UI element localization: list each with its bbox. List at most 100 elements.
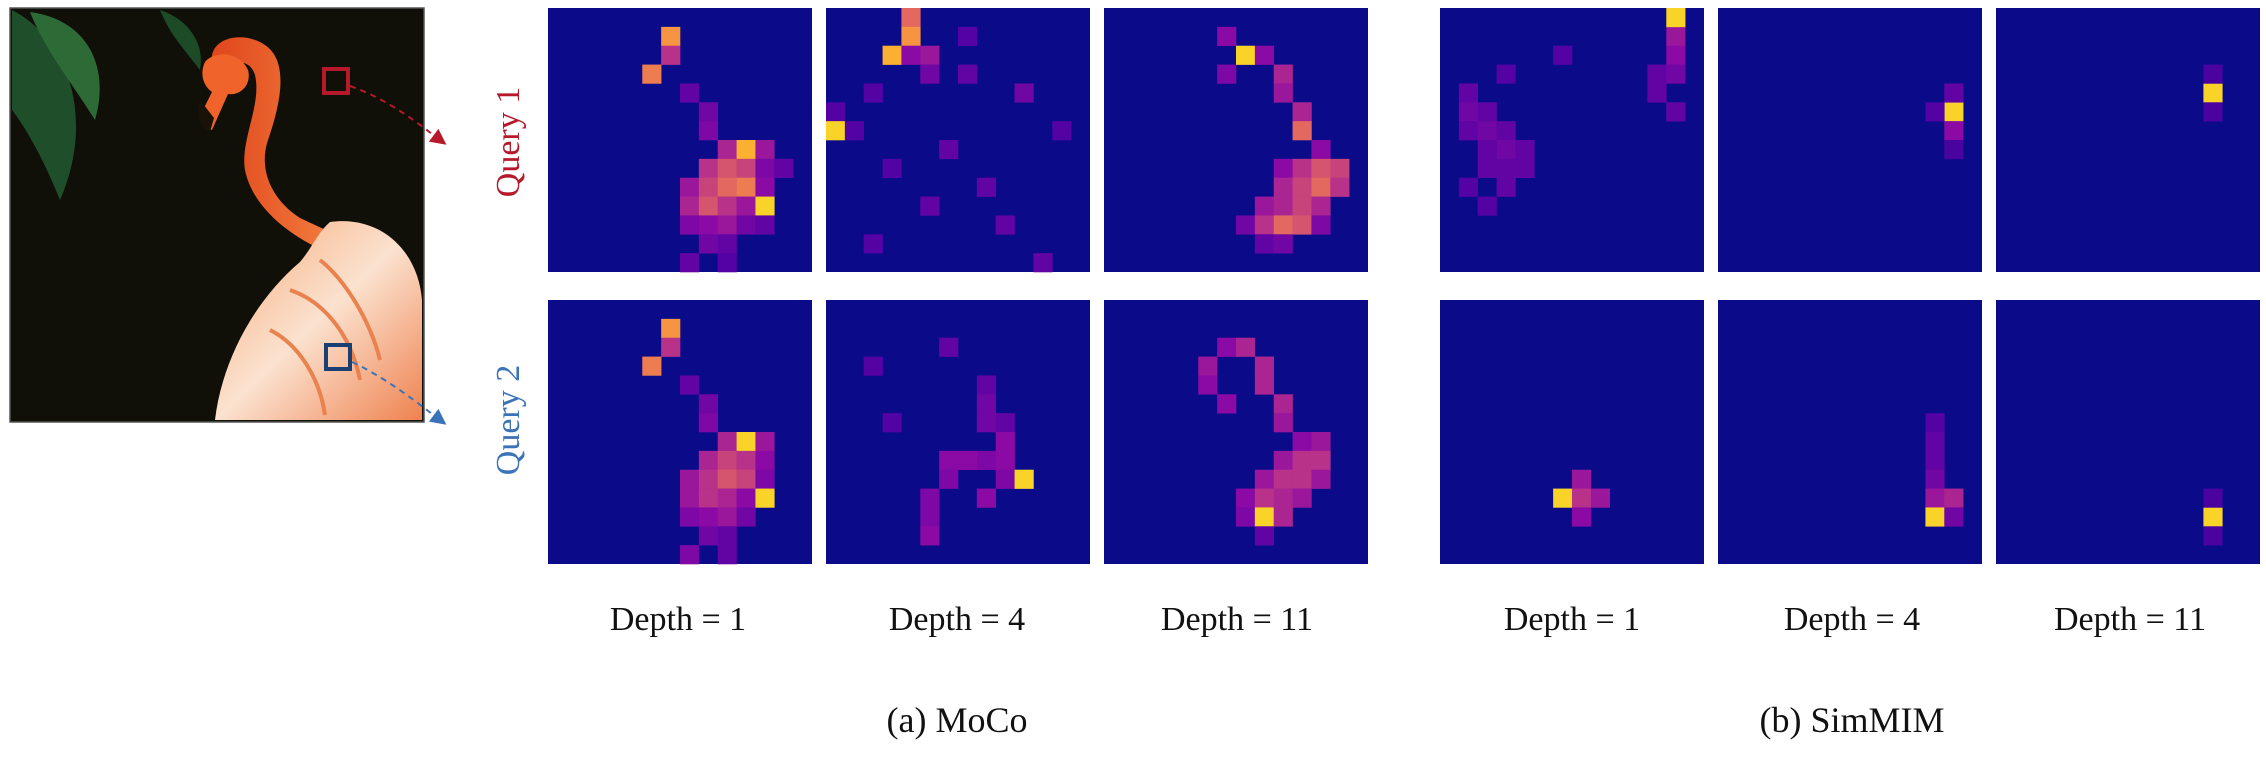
heatmap-panel-query2-simmim-depth4	[1718, 300, 1982, 564]
heatmap-background	[1996, 8, 2260, 272]
heatmap-cell	[755, 177, 775, 197]
heatmap-cell	[1458, 102, 1479, 122]
heatmap-cell	[698, 215, 719, 235]
heatmap-cell	[1477, 121, 1497, 141]
query1-marker	[322, 67, 350, 95]
heatmap-cell	[826, 102, 846, 122]
heatmap-cell	[755, 469, 775, 489]
heatmap-cell	[736, 158, 756, 179]
heatmap-cell	[661, 45, 681, 65]
heatmap-cell	[939, 337, 959, 357]
heatmap-cell	[958, 450, 978, 471]
heatmap-cell	[755, 196, 775, 216]
heatmap-cell	[1273, 83, 1293, 103]
caption-simmim: (b) SimMIM	[1759, 700, 1944, 740]
heatmap-cell	[1292, 121, 1312, 141]
heatmap-cell	[1944, 83, 1964, 103]
heatmap-cell	[1944, 102, 1964, 122]
heatmap-cell	[1477, 158, 1497, 179]
heatmap-cell	[1515, 140, 1535, 160]
heatmap-cell	[698, 526, 719, 546]
heatmap-cell	[1273, 413, 1293, 433]
heatmap-cell	[642, 64, 662, 84]
heatmap-cell	[976, 488, 997, 508]
heatmap-cell	[717, 545, 737, 565]
heatmap-cell	[882, 45, 902, 65]
heatmap-cell	[717, 140, 737, 160]
heatmap-cell	[680, 215, 700, 235]
heatmap-cell	[920, 45, 940, 65]
heatmap-cell	[1944, 121, 1964, 141]
heatmap-cell	[1311, 177, 1331, 197]
heatmap-cell	[1496, 158, 1516, 179]
depth-label-moco-4: Depth = 4	[889, 601, 1025, 638]
heatmap-cell	[1330, 177, 1350, 197]
heatmap-cell	[680, 253, 700, 273]
heatmap-cell	[1198, 375, 1218, 395]
heatmap-cell	[698, 158, 719, 179]
heatmap-cell	[1254, 356, 1275, 376]
heatmap-cell	[1236, 488, 1256, 508]
heatmap-cell	[1553, 45, 1573, 65]
heatmap-cell	[976, 177, 997, 197]
heatmap-cell	[698, 507, 719, 527]
heatmap-cell	[901, 26, 921, 47]
heatmap-cell	[1944, 488, 1964, 508]
heatmap-cell	[717, 158, 737, 179]
heatmap-cell	[755, 215, 775, 235]
heatmap-cell	[920, 196, 940, 216]
heatmap-cell	[2203, 83, 2223, 103]
heatmap-cell	[1925, 450, 1945, 471]
heatmap-cell	[1647, 64, 1667, 84]
heatmap-background	[1718, 8, 1982, 272]
heatmap-cell	[1292, 488, 1312, 508]
heatmap-cell	[1553, 488, 1573, 508]
heatmap-cell	[736, 432, 756, 452]
heatmap-cell	[680, 83, 700, 103]
heatmap-cell	[736, 215, 756, 235]
heatmap-cell	[1496, 140, 1516, 160]
heatmap-cell	[939, 450, 959, 471]
heatmap-cell	[1944, 140, 1964, 160]
heatmap-panel-query1-simmim-depth4	[1718, 8, 1982, 272]
heatmap-cell	[1666, 45, 1686, 65]
heatmap-cell	[844, 121, 865, 141]
leaf-shape	[30, 12, 100, 120]
heatmap-cell	[1292, 158, 1312, 179]
heatmap-cell	[717, 253, 737, 273]
depth-label-simmim-4: Depth = 4	[1784, 601, 1920, 638]
heatmap-cell	[1515, 158, 1535, 179]
heatmap-cell	[698, 234, 719, 254]
heatmap-cell	[1666, 102, 1686, 122]
heatmap-cell	[1477, 102, 1497, 122]
heatmap-cell	[1572, 469, 1592, 489]
heatmap-cell	[698, 102, 719, 122]
heatmap-cell	[995, 215, 1015, 235]
flamingo-head	[202, 54, 249, 130]
heatmap-cell	[1273, 394, 1293, 414]
leaf-shape	[160, 10, 201, 70]
heatmap-panel-query2-moco-depth11	[1104, 300, 1368, 564]
heatmap-cell	[1273, 488, 1293, 508]
heatmap-cell	[774, 158, 794, 179]
heatmap-cell	[1236, 215, 1256, 235]
heatmap-cell	[661, 337, 681, 357]
heatmap-cell	[1254, 526, 1275, 546]
heatmap-cell	[698, 450, 719, 471]
heatmap-cell	[1311, 140, 1331, 160]
heatmap-cell	[1311, 469, 1331, 489]
heatmap-cell	[1458, 121, 1479, 141]
heatmap-cell	[1330, 158, 1350, 179]
heatmap-cell	[920, 488, 940, 508]
heatmap-cell	[939, 469, 959, 489]
heatmap-cell	[1311, 450, 1331, 471]
heatmap-cell	[1254, 215, 1275, 235]
heatmap-cell	[755, 450, 775, 471]
heatmap-cell	[1944, 507, 1964, 527]
heatmap-cell	[1666, 26, 1686, 47]
heatmap-cell	[1198, 356, 1218, 376]
depth-label-moco-1: Depth = 1	[610, 601, 746, 638]
heatmap-panel-query1-moco-depth11	[1104, 8, 1368, 272]
heatmap-cell	[1052, 121, 1072, 141]
